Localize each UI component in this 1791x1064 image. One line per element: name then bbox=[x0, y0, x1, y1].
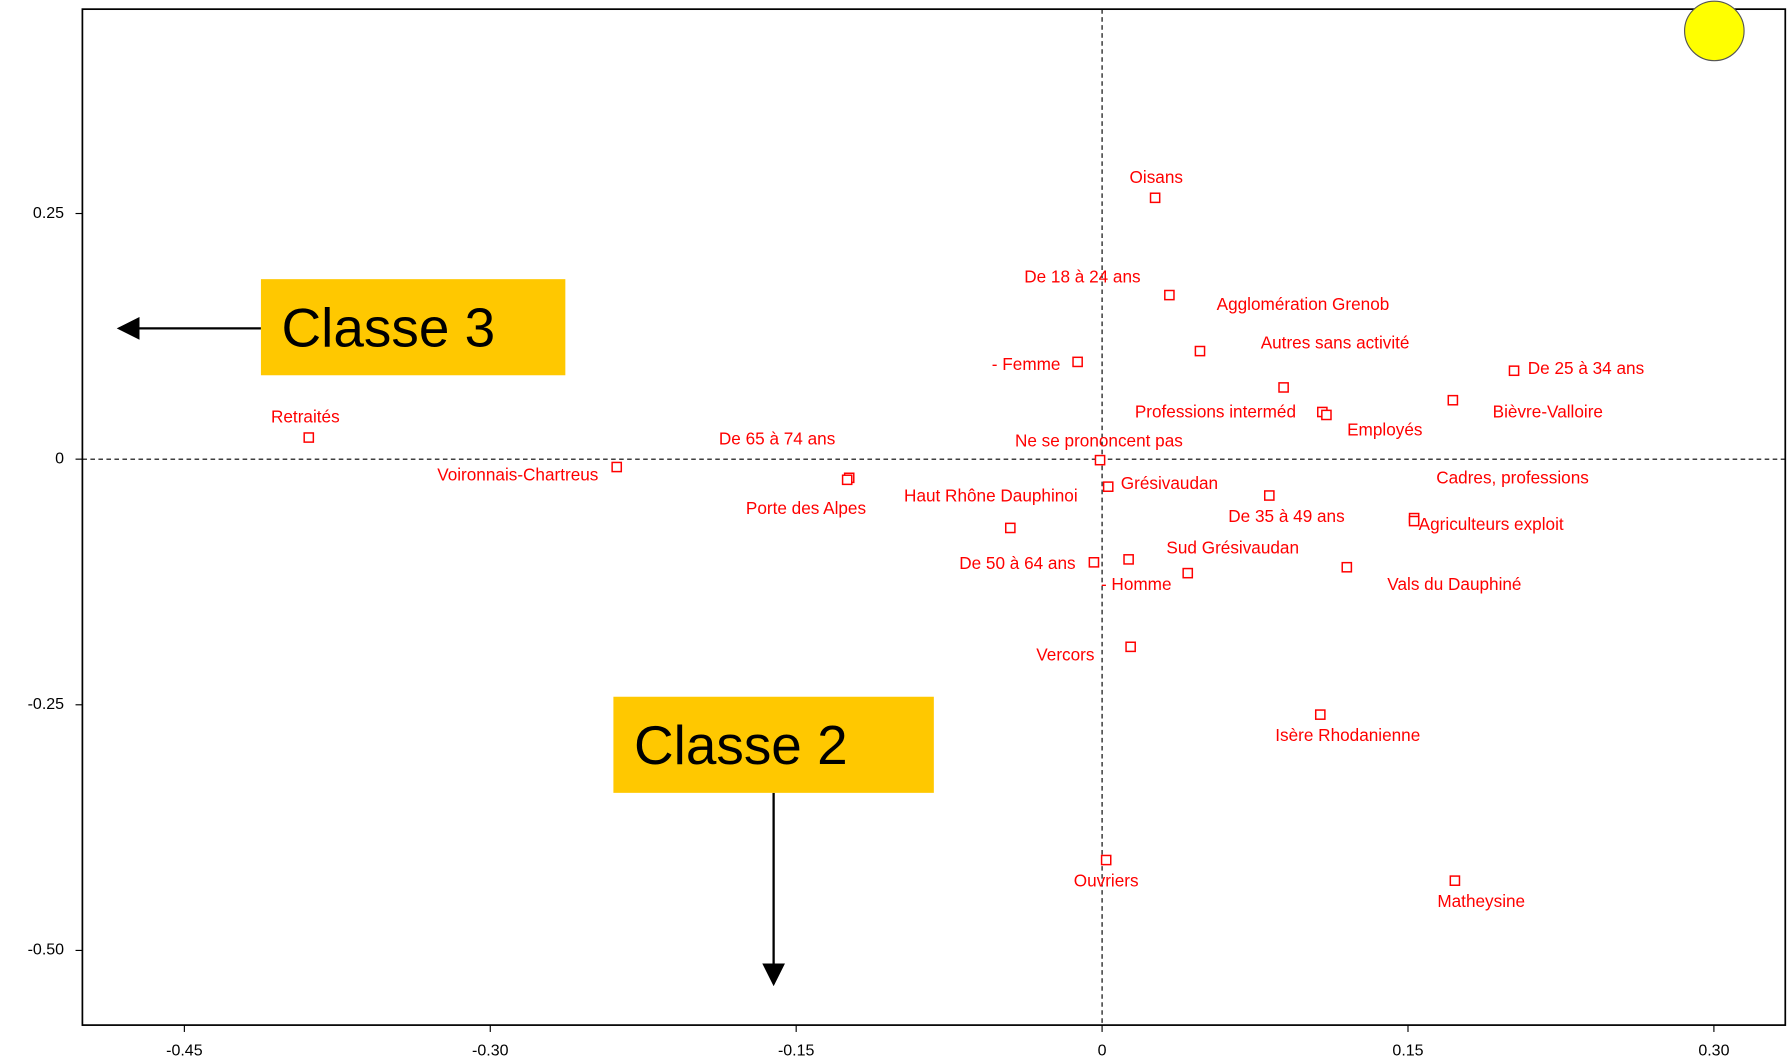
point bbox=[1408, 515, 1420, 527]
point-label: Oisans bbox=[1130, 167, 1183, 187]
point-label: Haut Rhône Dauphinoi bbox=[904, 486, 1078, 506]
point-label: Cadres, professions bbox=[1436, 468, 1589, 488]
point-label: Ouvriers bbox=[1074, 870, 1139, 890]
point bbox=[1263, 490, 1275, 501]
x-tick-label: -0.15 bbox=[778, 1043, 815, 1060]
x-tick-label: -0.30 bbox=[472, 1043, 509, 1060]
point-label: - Homme bbox=[1101, 574, 1172, 594]
point bbox=[1100, 854, 1112, 866]
point bbox=[841, 474, 853, 486]
annotation-box bbox=[260, 279, 566, 376]
point bbox=[1508, 365, 1520, 377]
point bbox=[1088, 557, 1100, 568]
point-label: Retraités bbox=[271, 407, 340, 427]
point-label: Employés bbox=[1347, 419, 1422, 439]
point-label: De 50 à 64 ans bbox=[959, 553, 1075, 573]
point-label: Matheysine bbox=[1437, 891, 1525, 911]
point bbox=[1194, 345, 1206, 357]
point-label: Autres sans activité bbox=[1261, 332, 1410, 352]
annotations: Classe 3 Classe 2 bbox=[116, 279, 934, 987]
point bbox=[1447, 394, 1459, 406]
x-tick-label: -0.45 bbox=[166, 1043, 203, 1060]
y-tick-label: 0 bbox=[55, 450, 64, 467]
annotation-box bbox=[613, 696, 934, 793]
point-label: Agglomération Grenob bbox=[1217, 294, 1390, 314]
point bbox=[1125, 641, 1136, 653]
point bbox=[1149, 192, 1161, 204]
x-tick-label: 0.15 bbox=[1392, 1043, 1423, 1060]
point-label: Isère Rhodanienne bbox=[1275, 725, 1420, 745]
point-label: De 25 à 34 ans bbox=[1528, 358, 1644, 378]
point bbox=[1278, 382, 1289, 393]
point bbox=[1341, 561, 1353, 573]
point-label: Bièvre-Valloire bbox=[1493, 401, 1603, 421]
x-tick-label: 0 bbox=[1098, 1043, 1107, 1060]
point-label: Voironnais-Chartreus bbox=[437, 465, 598, 485]
point bbox=[1094, 454, 1106, 466]
point-label: Grésivaudan bbox=[1121, 473, 1218, 493]
x-tick-label: 0.30 bbox=[1698, 1043, 1729, 1060]
point-label: Professions interméd bbox=[1135, 402, 1296, 422]
point bbox=[1314, 709, 1326, 720]
point-label: De 18 à 24 ans bbox=[1024, 266, 1140, 286]
annotation: Classe 3 bbox=[282, 296, 496, 358]
point bbox=[1164, 289, 1175, 301]
point bbox=[1072, 356, 1083, 368]
point bbox=[611, 461, 623, 473]
point-label: Vals du Dauphiné bbox=[1387, 574, 1521, 594]
point-label: Vercors bbox=[1036, 645, 1094, 665]
y-tick-label: 0.25 bbox=[33, 205, 64, 222]
point bbox=[1449, 875, 1461, 886]
point-label: Ne se prononcent pas bbox=[1015, 430, 1183, 450]
point bbox=[1123, 554, 1134, 565]
point-label: Porte des Alpes bbox=[746, 498, 866, 518]
y-tick-label: -0.25 bbox=[28, 696, 65, 713]
point-label: De 65 à 74 ans bbox=[719, 429, 835, 449]
marker-circle bbox=[1683, 0, 1745, 62]
point-label: De 35 à 49 ans bbox=[1228, 506, 1344, 526]
point-label: Agriculteurs exploit bbox=[1419, 514, 1564, 534]
point bbox=[303, 432, 315, 443]
point-label: Sud Grésivaudan bbox=[1166, 538, 1299, 558]
point bbox=[1102, 481, 1114, 492]
annotation: Classe 2 bbox=[634, 714, 848, 776]
point bbox=[1321, 409, 1332, 421]
plot-frame bbox=[81, 8, 1787, 1026]
point-label: - Femme bbox=[992, 354, 1061, 374]
point bbox=[1182, 567, 1194, 579]
y-tick-label: -0.50 bbox=[28, 942, 65, 959]
point bbox=[1004, 522, 1016, 534]
